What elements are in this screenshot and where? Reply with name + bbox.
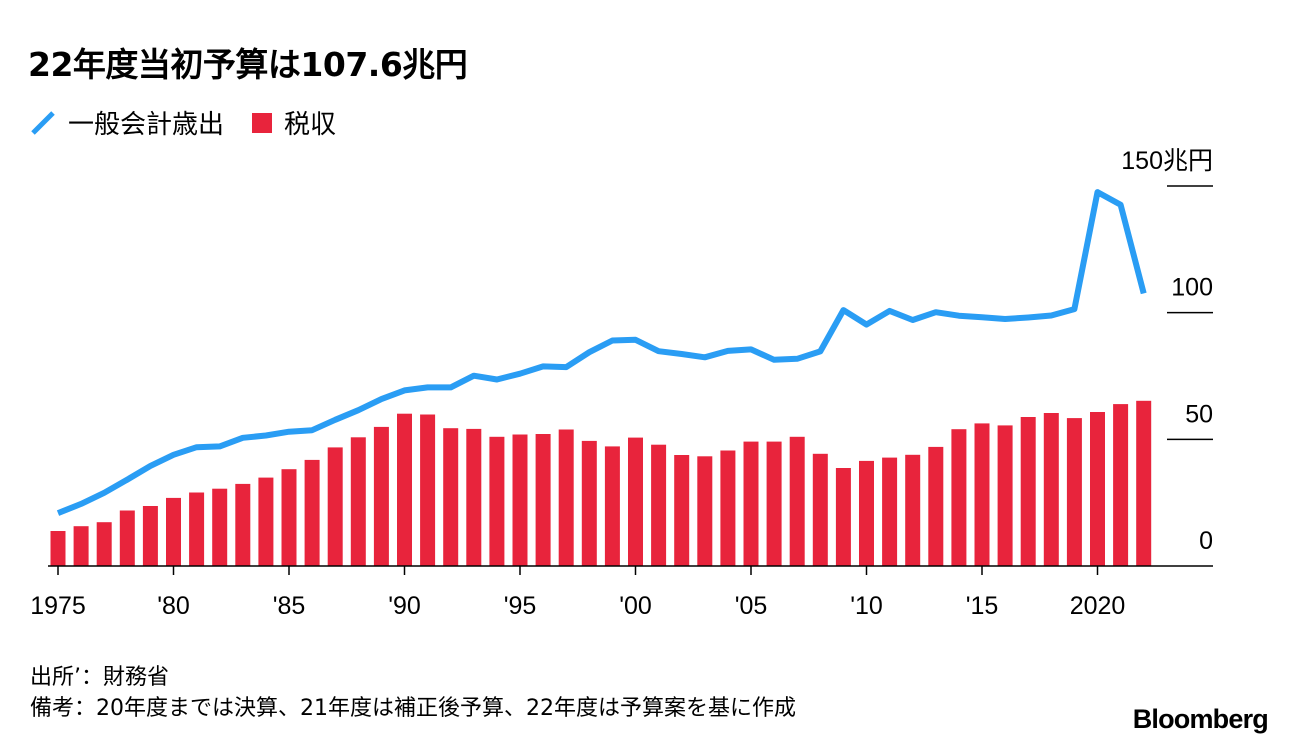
bar-2008 xyxy=(812,453,828,566)
bar-1987 xyxy=(327,447,343,566)
legend: 一般会計歳出 税収 xyxy=(30,104,354,141)
bar-1976 xyxy=(73,526,89,566)
remarks-note: 備考：20年度までは決算、21年度は補正後予算、22年度は予算案を基に作成 xyxy=(30,696,796,721)
bar-2005 xyxy=(743,441,759,566)
bar-2007 xyxy=(789,436,805,566)
y-axis-labels: 0 50 100 150兆円 xyxy=(1121,147,1213,555)
bar-2016 xyxy=(997,425,1013,566)
bar-2014 xyxy=(951,429,967,566)
bar-2021 xyxy=(1113,404,1129,566)
bar-2020 xyxy=(1090,412,1105,566)
legend-item-tax-revenue: 税収 xyxy=(252,104,336,141)
bar-1983 xyxy=(235,483,251,566)
y-tick-label-50: 50 xyxy=(1185,400,1213,428)
bar-2010 xyxy=(859,460,874,566)
bar-1997 xyxy=(558,429,574,566)
bar-2006 xyxy=(766,441,782,566)
bar-1992 xyxy=(443,428,459,566)
x-tick-label-1985: '85 xyxy=(273,592,306,620)
bar-2011 xyxy=(882,457,898,566)
x-tick-label-2015: '15 xyxy=(966,592,999,620)
bar-2013 xyxy=(928,446,944,566)
bar-1990 xyxy=(397,413,412,566)
y-tick-label-100: 100 xyxy=(1171,274,1213,302)
source-note: 出所’：財務省 xyxy=(30,665,169,690)
bar-1985 xyxy=(281,469,297,566)
x-tick-label-1975: 1975 xyxy=(30,592,86,620)
bar-2009 xyxy=(835,468,851,566)
bar-1993 xyxy=(466,428,482,566)
bar-2018 xyxy=(1043,413,1059,566)
bar-1988 xyxy=(350,437,366,566)
legend-label-expenditure: 一般会計歳出 xyxy=(68,110,225,140)
bar-1999 xyxy=(604,446,620,566)
bar-1998 xyxy=(581,440,597,566)
y-gridlines xyxy=(1167,185,1213,441)
bar-1978 xyxy=(119,510,135,566)
bar-1994 xyxy=(489,436,505,566)
bar-1995 xyxy=(512,434,528,566)
legend-item-expenditure: 一般会計歳出 xyxy=(30,104,224,141)
y-tick-label-150: 150兆円 xyxy=(1121,147,1213,175)
x-tick-label-1990: '90 xyxy=(388,592,421,620)
bar-2001 xyxy=(651,444,667,566)
bar-1984 xyxy=(258,477,274,566)
line-swatch-icon xyxy=(31,110,55,135)
bar-1979 xyxy=(142,506,158,566)
bar-2002 xyxy=(674,455,690,566)
bloomberg-logo: Bloomberg xyxy=(1132,704,1269,734)
x-tick-label-1995: '95 xyxy=(504,592,537,620)
legend-label-tax-revenue: 税収 xyxy=(284,110,337,140)
bar-2022 xyxy=(1136,400,1152,566)
bar-2015 xyxy=(974,423,990,566)
bar-2003 xyxy=(697,456,713,566)
bar-series xyxy=(50,400,1152,566)
bar-1980 xyxy=(166,497,181,566)
bar-swatch-icon xyxy=(252,112,273,133)
bar-2004 xyxy=(720,450,736,566)
bar-2017 xyxy=(1020,417,1036,566)
x-tick-label-2005: '05 xyxy=(735,592,768,620)
bar-1991 xyxy=(420,414,436,566)
bar-1989 xyxy=(373,426,389,566)
x-tick-label-2020: 2020 xyxy=(1070,592,1126,620)
x-tick-label-1980: '80 xyxy=(157,592,190,620)
bar-2012 xyxy=(905,454,921,566)
footer: 出所’：財務省 備考：20年度までは決算、21年度は補正後予算、22年度は予算案… xyxy=(30,662,796,724)
bar-1975 xyxy=(50,531,66,566)
bar-1986 xyxy=(304,459,320,566)
expenditure-line xyxy=(56,189,1147,516)
line-series xyxy=(56,189,1147,516)
chart-title: 22年度当初予算は107.6兆円 xyxy=(28,45,468,84)
bar-1977 xyxy=(96,522,112,566)
x-tick-label-2000: '00 xyxy=(619,592,652,620)
x-tick-label-2010: '10 xyxy=(850,592,883,620)
y-tick-label-0: 0 xyxy=(1199,527,1213,555)
x-axis: 1975 '80 '85 '90 '95 '00 '05 '10 '15 2020 xyxy=(30,565,1213,620)
bar-2019 xyxy=(1066,418,1082,566)
bar-1996 xyxy=(535,434,551,566)
bar-2000 xyxy=(628,437,643,566)
bar-1982 xyxy=(212,488,228,566)
bar-1981 xyxy=(189,492,205,566)
